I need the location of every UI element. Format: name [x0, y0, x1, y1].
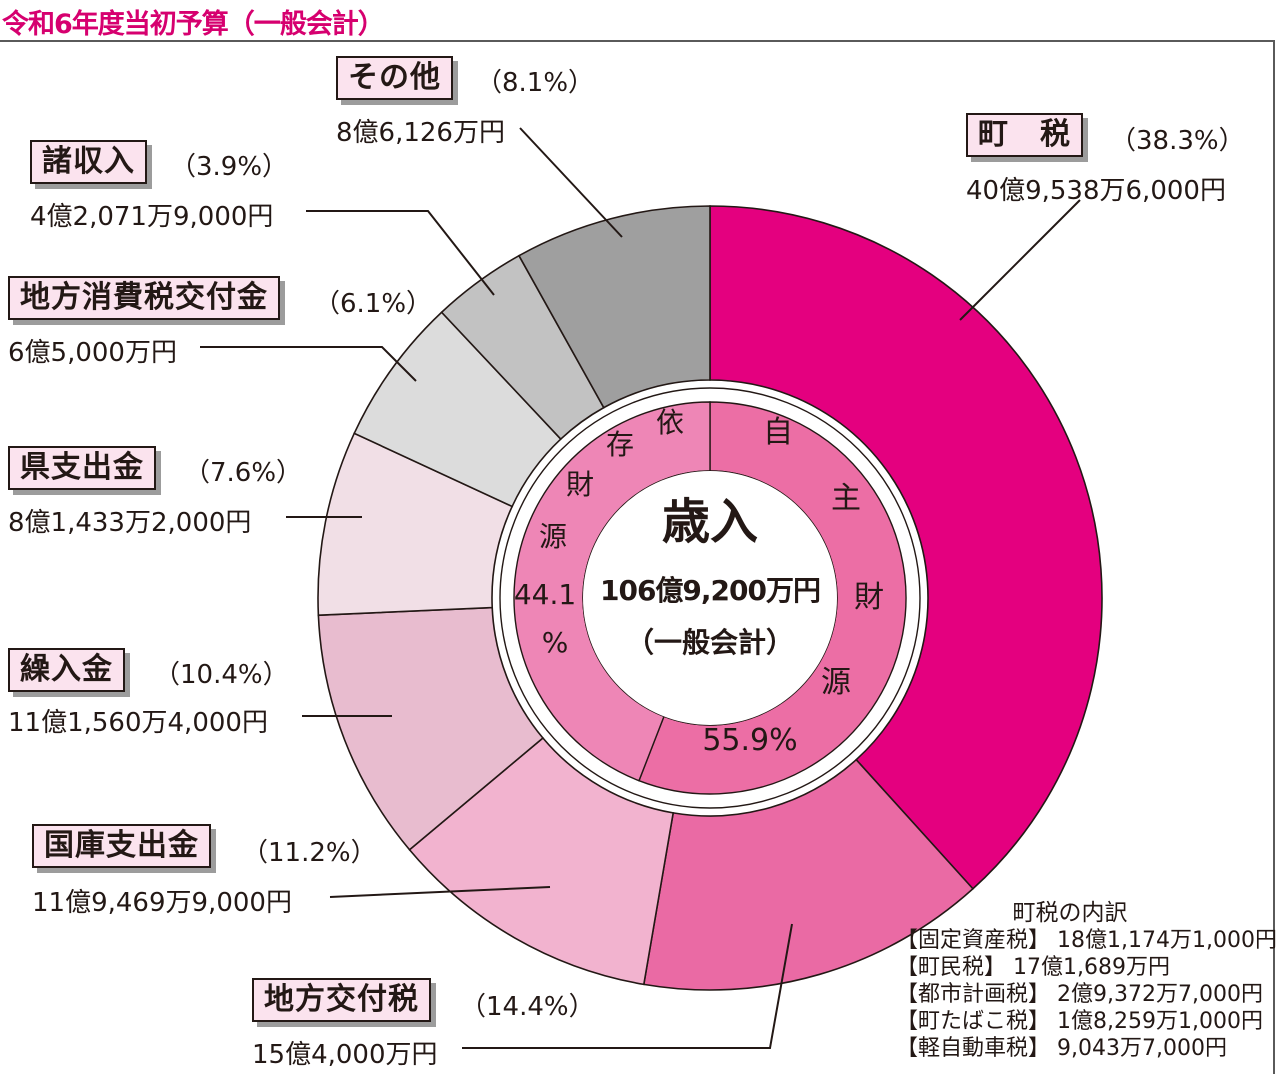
pct-kokkoshishutsukin: （11.2%）	[242, 838, 377, 868]
leader-line-chihoukoufuzei	[462, 923, 793, 1049]
label-chouzei: 町 税	[966, 113, 1083, 157]
pct-kenshishutsukin: （7.6%）	[184, 458, 303, 488]
leader-line-kokkoshishutsukin	[329, 886, 551, 898]
outer-slice-7	[517, 205, 711, 409]
dep-char-4: 源	[539, 520, 567, 553]
label-chihoukoufuzei: 地方交付税	[252, 978, 431, 1022]
pct-kurikomikin: （10.4%）	[154, 660, 289, 690]
outer-ring	[317, 205, 1103, 991]
pct-chihoukoufuzei: （14.4%）	[460, 992, 595, 1022]
label-kokkoshishutsukin: 国庫支出金	[32, 824, 211, 868]
leader-line-shoshuunyuu	[306, 210, 495, 296]
amount-kokkoshishutsukin: 11億9,469万9,000円	[32, 888, 292, 918]
own-char-3: 財	[854, 580, 884, 615]
amount-kurikomikin: 11億1,560万4,000円	[8, 708, 268, 738]
label-kurikomikin: 繰入金	[8, 648, 125, 692]
breakdown-title: 町税の内訳	[1012, 900, 1128, 926]
label-kenshishutsukin: 県支出金	[8, 446, 156, 490]
breakdown-item: 【町民税】 17億1,689万円	[896, 955, 1170, 980]
dep-char-3: 財	[566, 468, 594, 501]
label-sonota: その他	[336, 56, 453, 100]
pct-chouzei: （38.3%）	[1110, 126, 1245, 156]
own-char-4: 源	[821, 665, 851, 700]
outer-slice-0	[709, 205, 1103, 890]
center-heading: 歳入	[662, 494, 758, 550]
amount-chihoukoufuzei: 15億4,000万円	[252, 1040, 438, 1070]
own-pct: 55.9%	[702, 723, 797, 758]
own-char-1: 自	[763, 415, 793, 450]
amount-chihoushouhizei: 6億5,000万円	[8, 338, 177, 368]
pct-sonota: （8.1%）	[476, 68, 595, 98]
breakdown-item: 【固定資産税】 18億1,174万1,000円	[896, 928, 1277, 953]
pct-chihoushouhizei: （6.1%）	[314, 289, 433, 319]
dep-char-1: 依	[656, 406, 684, 439]
center-hole	[583, 471, 837, 725]
label-shoshuunyuu: 諸収入	[30, 140, 147, 184]
pct-shoshuunyuu: （3.9%）	[170, 152, 289, 182]
outer-slice-1	[642, 758, 975, 991]
dep-pct-number: 44.1	[514, 578, 576, 611]
dep-char-2: 存	[606, 428, 634, 461]
amount-sonota: 8億6,126万円	[336, 118, 505, 148]
leader-line-sonota	[519, 127, 623, 238]
leader-lines	[200, 127, 1081, 1049]
center-note: （一般会計）	[626, 626, 794, 659]
breakdown-item: 【軽自動車税】 9,043万7,000円	[896, 1036, 1227, 1061]
dep-pct-sign: %	[542, 626, 569, 659]
breakdown-item: 【都市計画税】 2億9,372万7,000円	[896, 982, 1263, 1007]
amount-kenshishutsukin: 8億1,433万2,000円	[8, 508, 252, 538]
leader-line-chouzei	[959, 199, 1081, 321]
leader-line-chihoushouhizei	[200, 346, 417, 382]
center-total: 106億9,200万円	[600, 574, 820, 607]
page-title: 令和6年度当初予算（一般会計）	[2, 9, 385, 40]
breakdown-item: 【町たばこ税】 1億8,259万1,000円	[896, 1009, 1263, 1034]
own-char-2: 主	[831, 481, 861, 516]
chouzei-breakdown: 町税の内訳 【固定資産税】 18億1,174万1,000円 【町民税】 17億1…	[896, 900, 1277, 1062]
amount-shoshuunyuu: 4億2,071万9,000円	[30, 202, 274, 232]
amount-chouzei: 40億9,538万6,000円	[966, 176, 1226, 206]
chart-frame	[0, 40, 1275, 1074]
label-chihoushouhizei: 地方消費税交付金	[8, 276, 280, 320]
